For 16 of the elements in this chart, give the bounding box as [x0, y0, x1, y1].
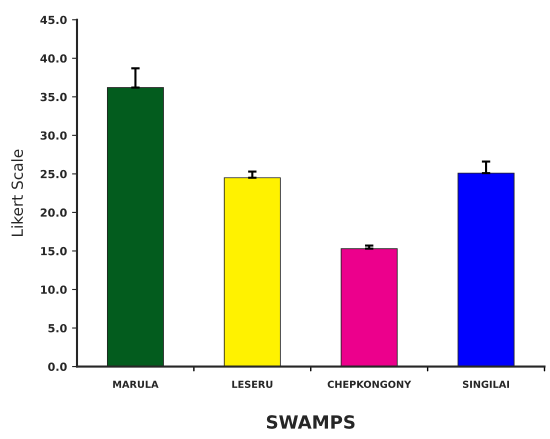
y-tick-label: 40.0	[40, 54, 67, 63]
x-tick-label: CHEPKONGONY	[328, 380, 412, 388]
x-tick-label: LESERU	[232, 380, 272, 388]
x-axis-title: SWAMPS	[266, 415, 355, 429]
y-tick-label: 45.0	[40, 16, 67, 24]
y-tick-label: 10.0	[41, 285, 67, 294]
x-tick-label: MARULA	[113, 380, 159, 388]
y-tick-label: 5.0	[48, 324, 67, 332]
y-tick-label: 15.0	[41, 246, 67, 256]
y-tick-label: 20.0	[40, 208, 67, 217]
y-axis-title: Likert Scale	[11, 150, 24, 236]
y-tick-label: 35.0	[40, 92, 67, 102]
y-tick-label: 30.0	[40, 131, 67, 140]
x-tick-label: SINGILAI	[462, 380, 510, 388]
y-tick-label: 0.0	[48, 362, 67, 371]
y-tick-label: 25.0	[40, 170, 67, 178]
